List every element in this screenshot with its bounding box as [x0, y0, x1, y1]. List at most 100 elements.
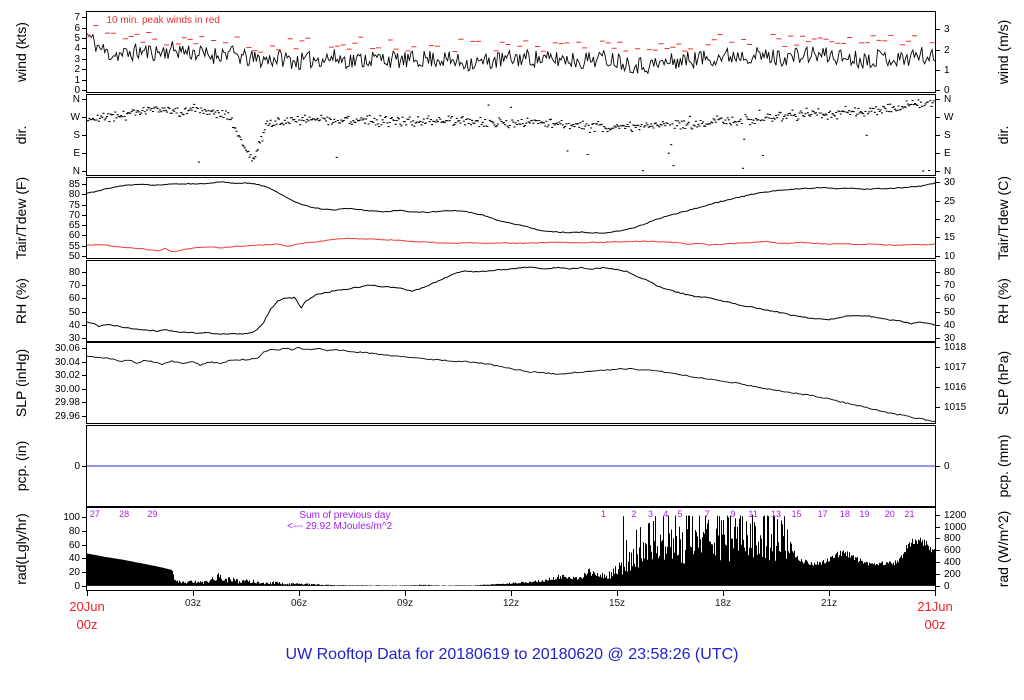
ytick-label-left: E	[73, 148, 80, 159]
ytick-mark	[936, 285, 940, 286]
ytick-label-right: N	[944, 94, 952, 105]
date-label: 00z	[924, 617, 946, 632]
ytick-label-right: 3	[944, 24, 950, 36]
ytick-mark	[936, 117, 940, 118]
xtick-label: 03z	[184, 598, 202, 609]
ytick-label-left: 3	[74, 53, 80, 65]
ytick-mark	[936, 69, 940, 71]
ytick-label-right: 2	[944, 44, 950, 56]
ytick-label-left: 50	[68, 306, 80, 318]
ytick-label-left: 1	[74, 74, 80, 86]
ytick-mark	[82, 48, 86, 50]
ytick-mark	[936, 347, 940, 349]
panel-chart-temp	[86, 181, 936, 253]
ytick-label-right: 0	[944, 461, 950, 472]
xtick-mark	[405, 590, 406, 596]
xtick-mark	[193, 590, 194, 596]
ytick-mark	[82, 135, 86, 136]
ytick-mark	[82, 466, 86, 467]
ytick-label-left: 40	[68, 320, 80, 331]
ytick-mark	[82, 325, 86, 326]
ytick-mark	[82, 348, 86, 350]
ytick-mark	[936, 386, 940, 388]
ytick-mark	[82, 285, 86, 286]
panel-annotation: <--- 29.92 MJoules/m^2	[287, 521, 393, 532]
panel-chart-rh	[86, 266, 936, 335]
ytick-mark	[936, 550, 940, 552]
xtick-mark	[935, 590, 936, 596]
ytick-mark	[936, 526, 940, 528]
ytick-label-left: 40	[68, 553, 80, 565]
series-path	[87, 514, 935, 586]
ytick-mark	[82, 298, 86, 300]
ytick-label-left: 30.04	[54, 356, 80, 368]
ytick-mark	[936, 200, 940, 202]
ytick-label-left: N	[72, 166, 80, 177]
ytick-label-right: S	[944, 130, 951, 141]
ytick-label-right: W	[944, 112, 954, 123]
ytick-mark	[82, 89, 86, 91]
ytick-label-left: 100	[63, 511, 80, 523]
date-label: 00z	[76, 617, 98, 632]
rad-hour-number: 4	[663, 509, 669, 519]
series-path	[86, 99, 935, 172]
panel-slp	[86, 342, 936, 424]
ytick-label-left: 0	[74, 461, 80, 472]
ytick-mark	[936, 338, 940, 340]
ytick-mark	[936, 271, 940, 273]
ytick-label-left: 2	[74, 64, 80, 76]
ytick-mark	[936, 219, 940, 221]
xtick-mark	[617, 590, 618, 596]
ytick-mark	[936, 99, 940, 100]
ytick-label-right: 25	[944, 195, 956, 207]
xtick-mark	[511, 590, 512, 596]
panel-annotation: 10 min. peak winds in red	[106, 15, 220, 26]
ytick-label-right: 60	[944, 293, 956, 305]
ytick-mark	[82, 99, 86, 100]
ytick-mark	[82, 361, 86, 363]
ytick-mark	[936, 298, 940, 300]
ytick-mark	[936, 311, 940, 313]
ytick-mark	[936, 366, 940, 368]
ytick-label-right: 1017	[944, 361, 967, 373]
ytick-label-left: 5	[74, 32, 80, 44]
ytick-mark	[936, 585, 940, 587]
panel-chart-rad	[87, 514, 935, 586]
ytick-label-right: N	[944, 166, 952, 177]
ytick-label-right: 80	[944, 266, 956, 278]
ytick-mark	[936, 135, 940, 136]
xtick-label: 12z	[502, 598, 520, 609]
xtick-label: 15z	[608, 598, 626, 609]
ytick-label-right: 0	[944, 580, 950, 592]
ytick-mark	[936, 171, 940, 172]
ytick-mark	[936, 153, 940, 154]
ytick-mark	[82, 311, 86, 313]
ytick-label-left: 6	[74, 22, 80, 34]
ytick-label-left: 29.98	[54, 397, 80, 409]
ytick-mark	[82, 530, 86, 532]
series-path	[86, 266, 936, 335]
ytick-mark	[936, 182, 940, 184]
rad-hour-number: 18	[839, 509, 850, 519]
ytick-label-right: 1018	[944, 342, 967, 354]
rad-hour-number: 28	[119, 509, 130, 519]
ytick-mark	[82, 255, 86, 257]
ytick-label-right: 800	[944, 533, 961, 545]
ytick-label-left: 20	[68, 567, 80, 579]
ytick-label-left: 0	[74, 84, 80, 96]
rad-hour-number: 29	[147, 509, 158, 519]
ytick-label-left: 29.96	[54, 410, 80, 422]
panel-temp	[86, 177, 936, 259]
ytick-label-left: 65	[68, 220, 80, 232]
rad-hour-number: 19	[859, 509, 870, 519]
series-path	[86, 181, 936, 234]
ytick-label-right: 1016	[944, 381, 967, 393]
xtick-label: 09z	[396, 598, 414, 609]
ytick-mark	[936, 325, 940, 326]
ytick-label-right: 10	[944, 250, 956, 262]
ytick-mark	[82, 235, 86, 237]
ytick-label-left: 30.06	[54, 343, 80, 355]
ytick-mark	[82, 338, 86, 340]
rad-hour-number: 20	[884, 509, 895, 519]
rad-hour-number: 7	[704, 509, 710, 519]
